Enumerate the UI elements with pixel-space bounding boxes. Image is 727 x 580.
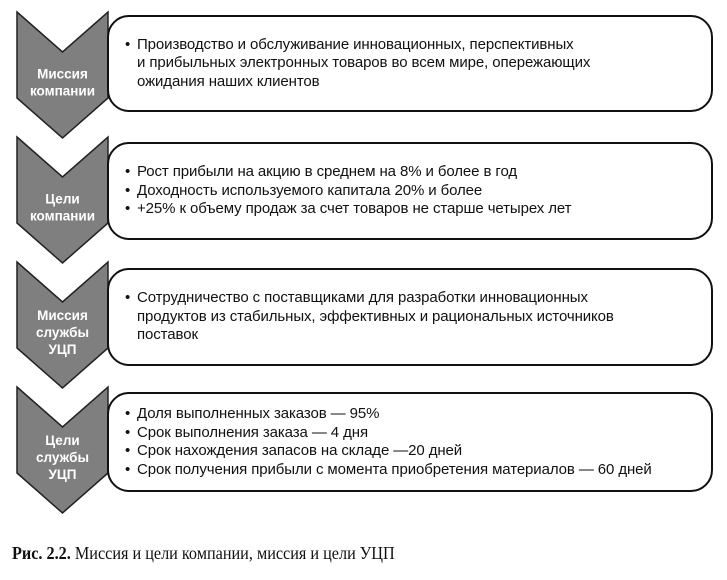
list-item: • Срок выполнения заказа — 4 дня (125, 424, 711, 443)
chevron-label-line: компании (30, 84, 95, 99)
list-item-text: поставок (137, 326, 198, 344)
bullet-icon: • (125, 405, 131, 422)
chevron-label-line: Цели (45, 433, 79, 448)
bullet-icon: • (125, 289, 131, 307)
bullet-list: • Производство и обслуживание инновационн… (125, 36, 711, 92)
list-item: • Доходность используемого капитала 20% и… (125, 182, 711, 201)
list-item-text: ожидания наших клиентов (137, 72, 320, 90)
bullet-icon: • (125, 181, 131, 199)
list-item-text: Производство и обслуживание инновационны… (137, 35, 574, 53)
list-item-text: +25% к объему продаж за счет товаров не … (137, 200, 572, 218)
figure-number: Рис. 2.2. (12, 543, 71, 563)
figure-caption: Рис. 2.2. Миссия и цели компании, миссия… (12, 543, 395, 564)
chevron-label-line: УЦП (49, 342, 77, 357)
list-item: • Производство и обслуживание инновационн… (125, 36, 711, 55)
list-item: • Срок нахождения запасов на складе —20 д… (125, 442, 711, 461)
chevron-label-line: службы (36, 325, 89, 340)
list-item-text: Доходность используемого капитала 20% и … (137, 181, 483, 199)
content-box-2: • Рост прибыли на акцию в среднем на 8% и… (107, 142, 713, 240)
list-item: и прибыльных электронных товаров во всем… (125, 54, 711, 73)
chevron-label-line: компании (30, 209, 95, 224)
list-item-text: Срок выполнения заказа — 4 дня (137, 423, 368, 441)
bullet-icon: • (125, 163, 131, 181)
chevron-column: Миссия компании Цели компании Миссия службы УЦ… (16, 10, 109, 514)
chevron-label-line: Миссия (37, 308, 88, 323)
list-item: • Срок получения прибыли с момента приобр… (125, 461, 711, 480)
content-box-4: • Доля выполненных заказов — 95% • Срок вып… (107, 392, 713, 492)
list-item: • +25% к объему продаж за счет товаров не… (125, 200, 711, 219)
list-item: поставок (125, 326, 711, 345)
list-item: продуктов из стабильных, эффективных и р… (125, 308, 711, 327)
list-item: ожидания наших клиентов (125, 73, 711, 92)
bullet-icon: • (125, 442, 131, 459)
list-item-text: и прибыльных электронных товаров во всем… (137, 54, 591, 72)
bullet-icon: • (125, 200, 131, 218)
bullet-icon: • (125, 35, 131, 53)
chevron-label-line: Цели (45, 192, 79, 207)
bullet-icon: • (125, 460, 131, 478)
list-item: • Рост прибыли на акцию в среднем на 8% и… (125, 163, 711, 182)
content-box-1: • Производство и обслуживание инновационн… (107, 15, 713, 112)
bullet-list: • Доля выполненных заказов — 95% • Срок вып… (125, 405, 711, 479)
list-item-text: Доля выполненных заказов — 95% (137, 405, 380, 422)
list-item-text: Рост прибыли на акцию в среднем на 8% и … (137, 163, 518, 181)
list-item-text: Сотрудничество с поставщиками для разраб… (137, 289, 588, 307)
list-item-text: Срок нахождения запасов на складе —20 дн… (137, 442, 463, 459)
list-item: • Сотрудничество с поставщиками для разра… (125, 289, 711, 308)
chevron-label-line: службы (36, 450, 89, 465)
content-box-3: • Сотрудничество с поставщиками для разра… (107, 268, 713, 366)
chevron-label-line: Миссия (37, 67, 88, 82)
list-item: • Доля выполненных заказов — 95% (125, 405, 711, 424)
bullet-list: • Рост прибыли на акцию в среднем на 8% и… (125, 163, 711, 219)
list-item-text: Срок получения прибыли с момента приобре… (137, 460, 652, 478)
bullet-icon: • (125, 423, 131, 441)
bullet-list: • Сотрудничество с поставщиками для разра… (125, 289, 711, 345)
chevron-label-line: УЦП (49, 467, 77, 482)
figure-caption-text: Миссия и цели компании, миссия и цели УЦ… (70, 543, 395, 563)
list-item-text: продуктов из стабильных, эффективных и р… (137, 307, 614, 325)
